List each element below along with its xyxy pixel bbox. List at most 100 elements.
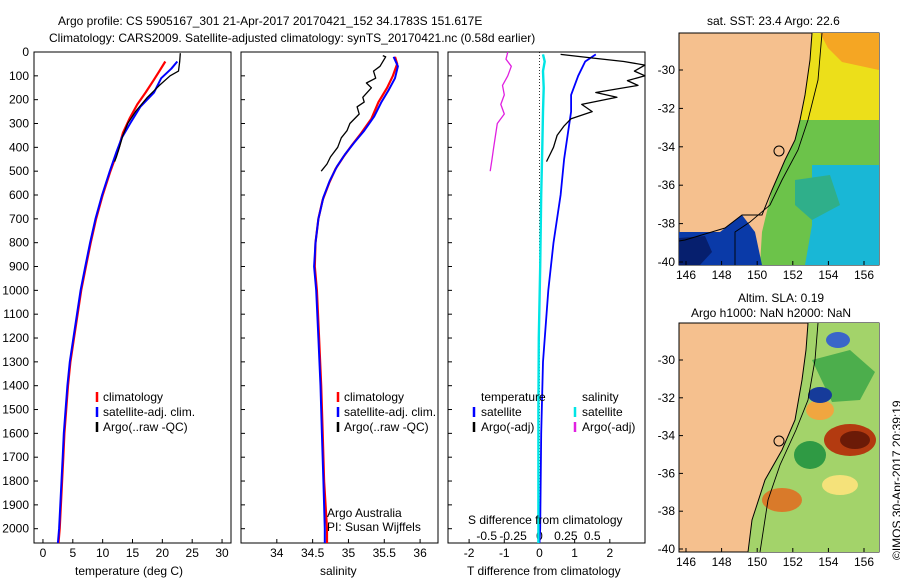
- x-tick-label-p3: 1: [571, 546, 578, 560]
- depth-tick-label: 700: [9, 212, 29, 226]
- map-y-tick-label-sla: -40: [658, 542, 676, 556]
- difference-panel-frame: [447, 51, 646, 544]
- depth-tick-label: 1800: [2, 474, 29, 488]
- x-tick-label-p3: -2: [464, 546, 475, 560]
- t-diff-axis-label: T difference from climatology: [467, 564, 621, 578]
- sla-contour: [759, 322, 819, 553]
- map-x-tick-label-sla: 156: [854, 555, 874, 569]
- depth-tick-label: 1600: [2, 426, 29, 440]
- map-y-tick-label-sst: -40: [658, 255, 676, 269]
- legend-salinity-argo: Argo(..raw -QC): [344, 420, 429, 434]
- depth-tick-label: 1200: [2, 331, 29, 345]
- map-y-tick-label-sla: -32: [658, 391, 676, 405]
- x-tick-label-p2: 35: [342, 546, 356, 560]
- map-y-tick-label-sla: -34: [658, 429, 676, 443]
- depth-tick-label: 900: [9, 260, 29, 274]
- legend-diff-s-satellite: satellite: [582, 405, 623, 419]
- legend-temperature-argo: Argo(..raw -QC): [103, 420, 188, 434]
- sla-eddy-darkblue: [808, 387, 832, 403]
- legend-diff-t-argo: Argo(-adj): [481, 420, 535, 434]
- s-diff-tick-label: -0.5: [476, 529, 497, 543]
- map-x-tick-label-sst: 148: [712, 268, 732, 282]
- sst-map: [678, 32, 880, 266]
- s-diff-tick-label: 0.25: [554, 529, 578, 543]
- sst-ocean-bluegreen: [795, 175, 840, 220]
- sla-eddy-orange2: [806, 400, 834, 420]
- depth-tick-label: 1500: [2, 403, 29, 417]
- series-line-p3-1: [545, 53, 646, 162]
- sst-argo-location-marker: [773, 145, 785, 157]
- sst-ocean-navy: [679, 236, 712, 265]
- map-x-tick-label-sst: 150: [747, 268, 767, 282]
- salinity-panel-frame: [240, 51, 439, 544]
- x-tick-label-p3: 2: [606, 546, 613, 560]
- map-x-tick-label-sst: 152: [783, 268, 803, 282]
- x-tick-label-p3: -1: [499, 546, 510, 560]
- x-tick-label-p2: 36: [413, 546, 427, 560]
- sla-eddy-green: [794, 441, 826, 469]
- x-tick-label-p1: 30: [215, 546, 229, 560]
- x-tick-label-p1: 25: [186, 546, 200, 560]
- x-tick-label-p1: 5: [69, 546, 76, 560]
- map-x-tick-label-sla: 154: [818, 555, 838, 569]
- depth-tick-label: 600: [9, 188, 29, 202]
- legend-diff-salinity-title: salinity: [582, 390, 619, 404]
- depth-tick-label: 800: [9, 236, 29, 250]
- map-y-tick-label-sst: -36: [658, 178, 676, 192]
- sla-eddy-yellow: [822, 475, 858, 495]
- map-y-tick-label-sst: -34: [658, 140, 676, 154]
- map-x-tick-label-sla: 146: [676, 555, 696, 569]
- sla-map-title-line1: Altim. SLA: 0.19: [738, 291, 825, 305]
- salinity-axis-label: salinity: [320, 564, 357, 578]
- s-diff-tick-label: -0.25: [499, 529, 527, 543]
- depth-tick-label: 400: [9, 140, 29, 154]
- legend-salinity-satellite: satellite-adj. clim.: [344, 405, 437, 419]
- series-line-p3-3: [489, 51, 512, 172]
- sla-eddy-orange: [762, 488, 802, 512]
- sst-contour: [734, 32, 823, 265]
- depth-tick-label: 200: [9, 93, 29, 107]
- imos-stamp: ©IMOS 30-Apr-2017 20:39:19: [890, 400, 900, 560]
- series-line-p2-2: [320, 54, 387, 172]
- x-tick-label-p2: 35.5: [373, 546, 397, 560]
- depth-tick-label: 1100: [3, 307, 29, 321]
- x-tick-label-p2: 34.5: [301, 546, 325, 560]
- map-y-tick-label-sst: -30: [658, 63, 676, 77]
- series-line-p1-0: [57, 60, 167, 544]
- legend-salinity-climatology: climatology: [344, 390, 405, 404]
- map-x-tick-label-sla: 152: [783, 555, 803, 569]
- depth-tick-label: 1900: [2, 498, 29, 512]
- map-x-tick-label-sla: 148: [712, 555, 732, 569]
- depth-tick-label: 300: [9, 117, 29, 131]
- map-y-tick-label-sst: -32: [658, 101, 676, 115]
- series-line-p1-2: [113, 53, 181, 162]
- legend-diff-s-argo: Argo(-adj): [582, 420, 636, 434]
- sla-map-title-line2: Argo h1000: NaN h2000: NaN: [691, 306, 852, 320]
- sst-map-title: sat. SST: 23.4 Argo: 22.6: [707, 14, 840, 28]
- temperature-axis-label: temperature (deg C): [75, 564, 184, 578]
- sla-eddy-darkred: [840, 431, 870, 449]
- x-tick-label-p1: 20: [156, 546, 170, 560]
- legend-temperature-climatology: climatology: [103, 390, 164, 404]
- pi-note: PI: Susan Wijffels: [327, 520, 421, 534]
- sla-argo-location-marker: [773, 435, 785, 447]
- series-line-p3-0: [538, 53, 597, 544]
- series-line-p2-0: [313, 56, 399, 543]
- depth-tick-label: 500: [9, 164, 29, 178]
- map-x-tick-label-sst: 146: [676, 268, 696, 282]
- sla-coastline: [747, 322, 809, 553]
- series-line-p1-1: [56, 60, 179, 544]
- x-tick-label-p2: 34: [270, 546, 284, 560]
- figure-title-line2: Climatology: CARS2009. Satellite-adjuste…: [49, 31, 536, 45]
- figure-title-line1: Argo profile: CS 5905167_301 21-Apr-2017…: [58, 14, 483, 28]
- depth-tick-label: 0: [22, 45, 29, 59]
- series-line-p3-2: [537, 54, 546, 543]
- depth-tick-label: 2000: [2, 522, 29, 536]
- map-y-tick-label-sla: -30: [658, 353, 676, 367]
- map-x-tick-label-sst: 154: [818, 268, 838, 282]
- sla-map: [678, 322, 880, 553]
- legend-diff-t-satellite: satellite: [481, 405, 522, 419]
- depth-tick-label: 1000: [2, 283, 29, 297]
- x-tick-label-p1: 0: [40, 546, 47, 560]
